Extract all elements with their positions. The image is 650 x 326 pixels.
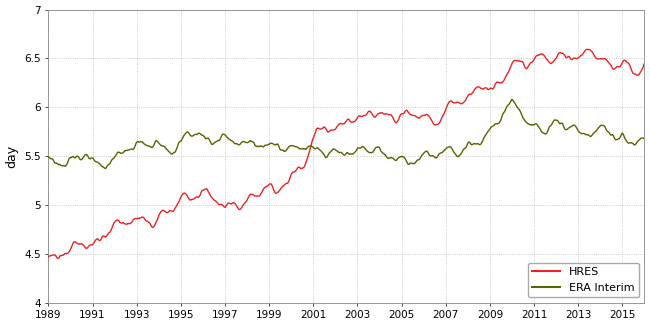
HRES [128, 220, 136, 224]
ERA Interim [128, 147, 136, 151]
Y-axis label: day: day [6, 145, 19, 168]
HRES [181, 191, 188, 195]
ERA Interim [181, 133, 188, 137]
HRES [640, 61, 648, 65]
ERA Interim [101, 167, 109, 170]
Line: ERA Interim: ERA Interim [48, 99, 644, 169]
ERA Interim [453, 154, 461, 158]
HRES [453, 100, 461, 104]
HRES [54, 256, 62, 260]
ERA Interim [583, 133, 591, 137]
HRES [583, 48, 591, 52]
ERA Interim [151, 141, 159, 145]
HRES [44, 255, 52, 259]
HRES [151, 223, 159, 227]
ERA Interim [279, 148, 287, 152]
Legend: HRES, ERA Interim: HRES, ERA Interim [528, 263, 639, 297]
ERA Interim [44, 155, 52, 159]
Line: HRES: HRES [48, 49, 644, 258]
HRES [279, 185, 287, 188]
ERA Interim [640, 136, 648, 140]
ERA Interim [508, 97, 516, 101]
HRES [584, 47, 592, 51]
